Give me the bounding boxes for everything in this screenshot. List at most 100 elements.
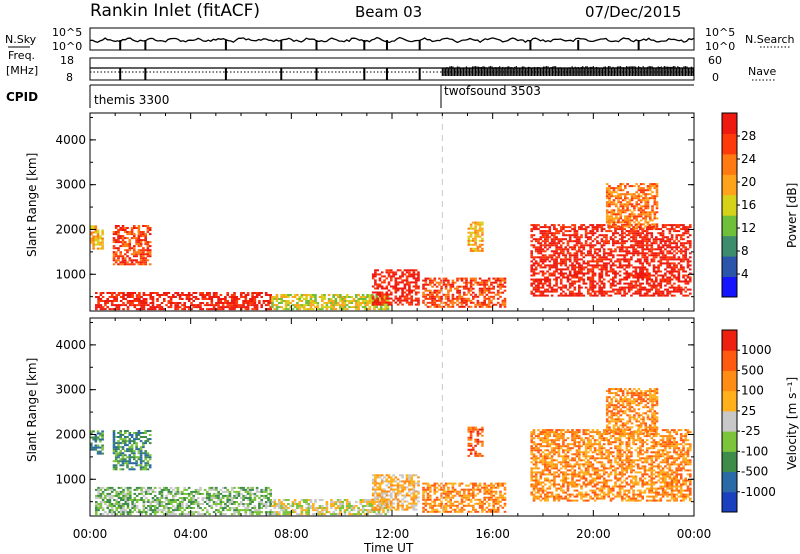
- data-cell: [646, 201, 650, 204]
- data-cell: [233, 304, 236, 307]
- data-cell: [355, 308, 358, 311]
- data-cell: [336, 302, 340, 304]
- data-cell: [148, 434, 152, 436]
- data-cell: [194, 501, 198, 503]
- data-cell: [546, 294, 549, 297]
- data-cell: [648, 264, 651, 267]
- data-cell: [566, 250, 570, 253]
- data-cell: [113, 296, 116, 298]
- data-cell: [101, 486, 105, 489]
- data-cell: [106, 499, 109, 501]
- data-cell: [94, 434, 98, 437]
- data-cell: [117, 304, 121, 307]
- data-cell: [144, 462, 147, 465]
- data-cell: [255, 509, 259, 512]
- data-cell: [176, 499, 180, 501]
- data-cell: [375, 296, 378, 298]
- data-cell: [208, 486, 211, 489]
- data-cell: [605, 211, 609, 214]
- data-cell: [582, 224, 586, 227]
- data-cell: [269, 494, 272, 497]
- data-cell: [645, 256, 649, 259]
- data-cell: [126, 231, 129, 233]
- data-cell: [291, 308, 295, 311]
- data-cell: [401, 299, 404, 302]
- data-cell: [646, 197, 650, 200]
- data-cell: [144, 430, 147, 432]
- data-cell: [414, 285, 418, 288]
- data-cell: [650, 254, 654, 257]
- data-cell: [575, 258, 579, 261]
- data-cell: [112, 460, 116, 463]
- data-cell: [659, 256, 663, 259]
- data-cell: [668, 242, 672, 245]
- data-cell: [321, 300, 324, 302]
- data-cell: [682, 224, 685, 227]
- data-cell: [659, 258, 663, 261]
- data-cell: [584, 266, 588, 269]
- data-cell: [374, 273, 377, 276]
- data-cell: [129, 304, 132, 307]
- data-cell: [140, 492, 143, 495]
- data-cell: [135, 434, 138, 436]
- data-cell: [374, 283, 377, 286]
- data-cell: [133, 253, 136, 256]
- data-cell: [614, 248, 617, 251]
- data-cell: [684, 252, 687, 255]
- data-cell: [316, 308, 320, 311]
- nave-dense-block: [441, 66, 694, 76]
- data-cell: [316, 302, 320, 304]
- data-cell: [532, 246, 536, 249]
- data-cell: [271, 505, 274, 507]
- data-cell: [422, 283, 425, 286]
- data-cell: [142, 306, 146, 309]
- data-cell: [668, 278, 672, 281]
- data-cell: [345, 507, 349, 509]
- data-cell: [244, 294, 248, 296]
- data-cell: [532, 294, 536, 297]
- data-cell: [165, 292, 168, 294]
- data-cell: [626, 221, 629, 224]
- data-cell: [553, 240, 556, 243]
- data-cell: [414, 303, 418, 306]
- data-cell: [651, 195, 654, 198]
- data-cell: [305, 511, 308, 514]
- data-cell: [469, 301, 473, 304]
- data-cell: [284, 513, 288, 516]
- data-cell: [639, 223, 643, 226]
- data-cell: [566, 276, 570, 279]
- data-cell: [139, 241, 143, 244]
- colorbar-swatch: [722, 256, 737, 278]
- data-cell: [612, 219, 616, 222]
- data-cell: [137, 231, 141, 233]
- data-cell: [133, 497, 137, 499]
- data-cell: [641, 230, 644, 233]
- data-cell: [553, 270, 556, 273]
- data-cell: [553, 252, 556, 255]
- data-cell: [589, 230, 592, 233]
- data-cell: [639, 288, 642, 291]
- data-cell: [267, 486, 270, 489]
- data-cell: [429, 279, 432, 282]
- data-cell: [648, 232, 651, 235]
- data-cell: [605, 221, 609, 224]
- data-cell: [370, 294, 374, 296]
- data-cell: [593, 226, 597, 229]
- data-cell: [112, 247, 116, 250]
- data-cell: [534, 250, 538, 253]
- data-cell: [602, 294, 606, 297]
- data-cell: [530, 264, 533, 267]
- data-cell: [101, 507, 105, 509]
- data-cell: [330, 501, 333, 503]
- data-cell: [641, 240, 644, 243]
- data-cell: [580, 228, 583, 231]
- data-cell: [135, 432, 138, 434]
- data-cell: [440, 279, 443, 282]
- data-cell: [684, 254, 687, 257]
- data-cell: [230, 501, 234, 503]
- data-cell: [147, 488, 150, 491]
- data-cell: [149, 302, 152, 304]
- data-cell: [617, 209, 620, 212]
- data-cell: [666, 250, 669, 253]
- data-cell: [670, 268, 674, 271]
